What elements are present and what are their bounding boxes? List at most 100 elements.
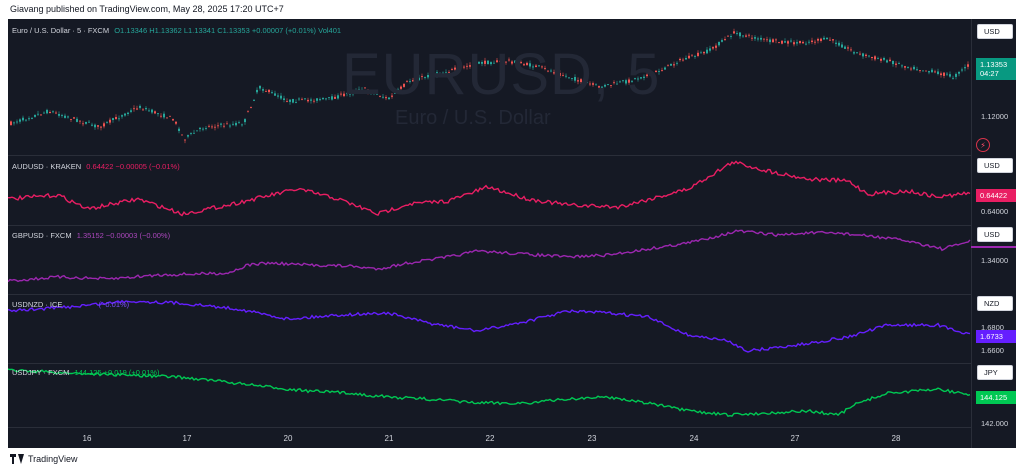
candle-body <box>28 118 30 120</box>
candle-body <box>280 95 282 99</box>
candle-body <box>457 66 459 68</box>
candle-body <box>622 80 624 82</box>
footer-brand: TradingView <box>28 454 78 464</box>
candle-body <box>367 90 369 92</box>
candle-body <box>382 96 384 98</box>
candle-body <box>589 83 591 85</box>
candle-body <box>427 75 429 78</box>
candle-body <box>97 125 99 127</box>
candle-body <box>526 62 528 66</box>
candle-body <box>538 65 540 67</box>
candle-body <box>121 115 123 117</box>
currency-button-eurusd[interactable]: USD <box>977 24 1013 39</box>
candle-body <box>628 79 630 83</box>
candle-body <box>196 130 198 132</box>
candle-body <box>742 35 744 37</box>
candle-body <box>916 69 918 71</box>
candle-body <box>322 97 324 100</box>
last-price-value: 1.13353 <box>980 60 1008 69</box>
legend-usdnzd[interactable]: USDNZD · ICE (−0.01%) <box>12 300 129 309</box>
candle-body <box>319 99 321 101</box>
candle-body <box>832 39 834 41</box>
candle-body <box>358 89 360 92</box>
currency-button-usdjpy[interactable]: JPY <box>977 365 1013 380</box>
chart-area[interactable]: EURUSD, 5 Euro / U.S. Dollar Euro / U.S.… <box>8 19 1016 448</box>
candle-body <box>790 40 792 42</box>
candle-body <box>472 64 474 66</box>
candle-body <box>46 109 48 114</box>
candle-body <box>694 56 696 57</box>
candle-body <box>157 113 159 115</box>
candle-body <box>61 115 63 116</box>
candle-body <box>751 37 753 39</box>
candle-body <box>616 83 618 85</box>
candle-body <box>598 86 600 88</box>
candle-body <box>346 93 348 94</box>
plot-area[interactable] <box>8 19 971 427</box>
legend-title: USDJPY · FXCM <box>12 368 70 377</box>
candle-body <box>64 115 66 118</box>
candle-body <box>661 70 663 71</box>
candle-body <box>349 93 351 95</box>
legend-gbpusd[interactable]: GBPUSD · FXCM 1.35152 −0.00003 (−0.00%) <box>12 231 170 240</box>
pane-separator[interactable] <box>8 155 1016 156</box>
legend-title: USDNZD · ICE <box>12 300 63 309</box>
legend-values: 144.125 +0.019 (+0.01%) <box>74 368 160 377</box>
pane-separator[interactable] <box>8 363 1016 364</box>
time-label: 27 <box>790 434 800 443</box>
candle-body <box>523 64 525 66</box>
candle-body <box>913 66 915 70</box>
candle-body <box>376 93 378 95</box>
candle-body <box>775 39 777 41</box>
candle-body <box>601 86 603 88</box>
candle-body <box>193 132 195 134</box>
candle-body <box>826 37 828 40</box>
candle-body <box>886 60 888 63</box>
candle-body <box>727 35 729 37</box>
candle-body <box>43 112 45 114</box>
candle-body <box>910 68 912 70</box>
candle-body <box>337 95 339 99</box>
candle-body <box>79 120 81 122</box>
legend-audusd[interactable]: AUDUSD · KRAKEN 0.64422 −0.00005 (−0.01%… <box>12 162 180 171</box>
candle-body <box>757 38 759 40</box>
legend-eurusd[interactable]: Euro / U.S. Dollar · 5 · FXCM O1.13346 H… <box>12 26 341 35</box>
pane-separator[interactable] <box>8 225 1016 226</box>
candle-body <box>685 58 687 60</box>
legend-values: 1.35152 −0.00003 (−0.00%) <box>76 231 171 240</box>
time-label: 20 <box>283 434 293 443</box>
time-label: 22 <box>485 434 495 443</box>
candle-body <box>709 48 711 51</box>
candle-body <box>574 77 576 81</box>
candle-body <box>682 59 684 61</box>
currency-button-gbpusd[interactable]: USD <box>977 227 1013 242</box>
tradingview-logo-icon <box>10 454 24 464</box>
legend-title: Euro / U.S. Dollar · 5 · FXCM <box>12 26 110 35</box>
legend-title: AUDUSD · KRAKEN <box>12 162 82 171</box>
legend-usdjpy[interactable]: USDJPY · FXCM 144.125 +0.019 (+0.01%) <box>12 368 160 377</box>
candle-body <box>91 124 93 126</box>
candle-body <box>247 111 249 113</box>
candle-body <box>769 39 771 43</box>
candle-body <box>214 126 216 128</box>
candle-body <box>907 67 909 68</box>
candle-body <box>619 81 621 83</box>
candle-body <box>658 71 660 72</box>
currency-button-usdnzd[interactable]: NZD <box>977 296 1013 311</box>
candle-body <box>19 119 21 122</box>
candle-body <box>226 123 228 125</box>
pane-separator[interactable] <box>8 294 1016 295</box>
candle-body <box>169 115 171 117</box>
candle-body <box>733 31 735 34</box>
candle-body <box>541 66 543 68</box>
lightning-icon[interactable]: ⚡ <box>976 138 990 152</box>
candle-body <box>877 58 879 60</box>
time-axis[interactable]: 16 17 20 21 22 23 24 27 28 <box>8 427 971 448</box>
candle-body <box>535 65 537 68</box>
candle-body <box>184 139 186 141</box>
currency-button-audusd[interactable]: USD <box>977 158 1013 173</box>
candle-body <box>397 89 399 90</box>
candle-body <box>934 71 936 73</box>
candle-body <box>550 70 552 72</box>
candle-body <box>508 59 510 61</box>
